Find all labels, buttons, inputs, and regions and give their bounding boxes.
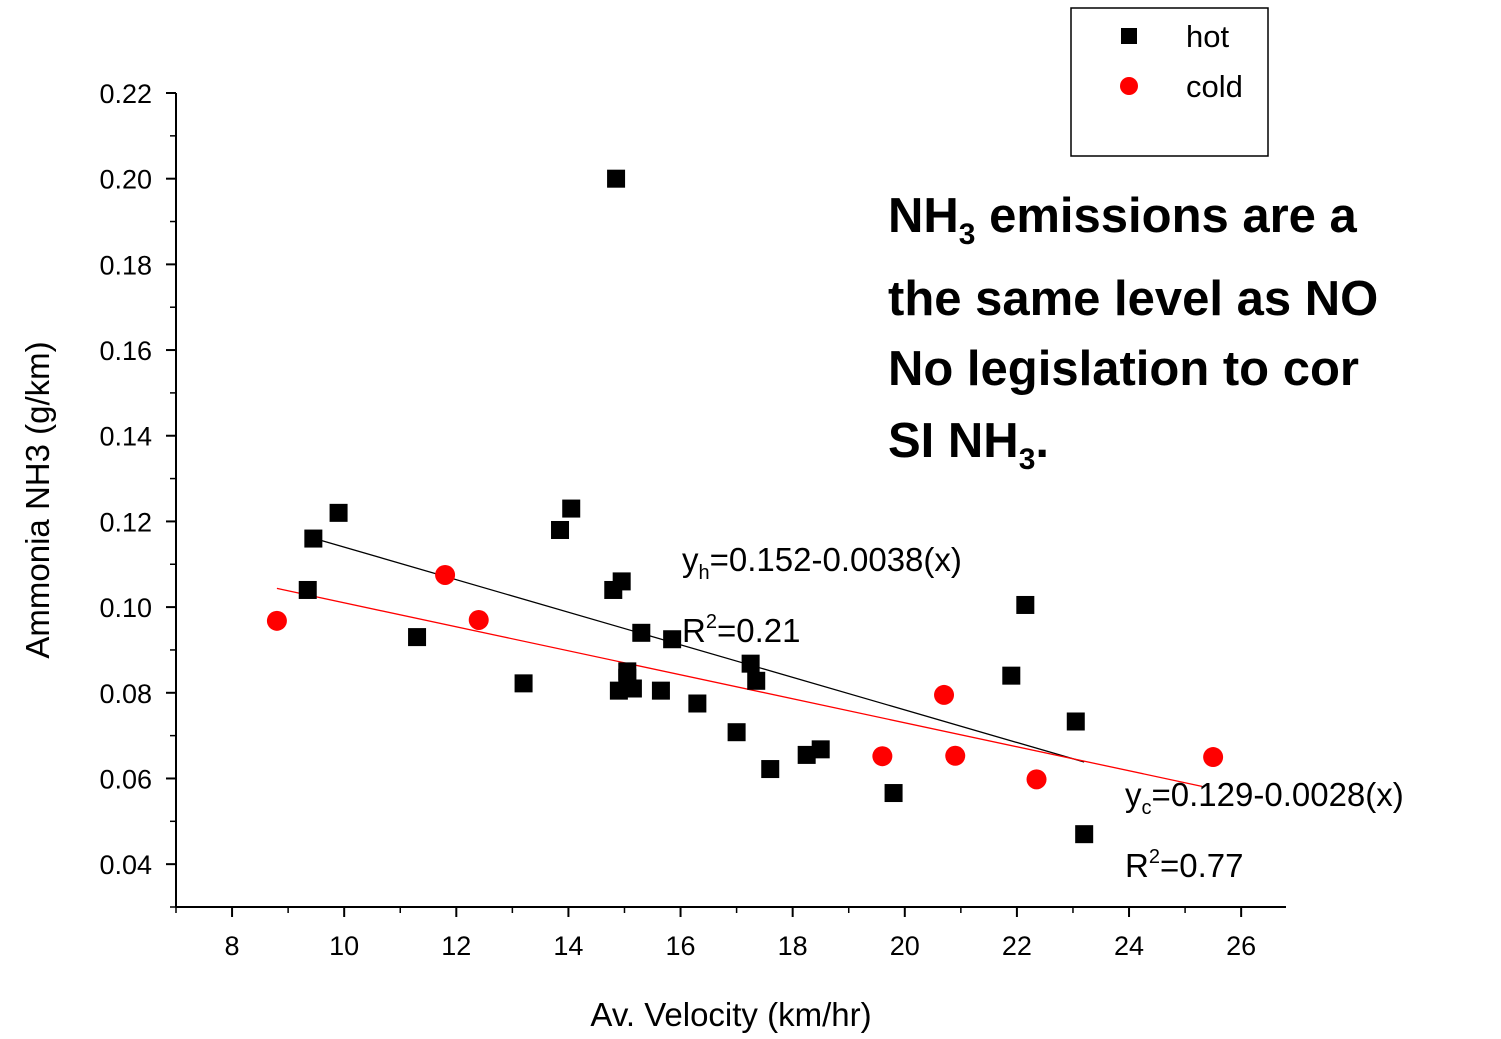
y-tick-label: 0.16 xyxy=(99,336,152,366)
hot-r2-base: R xyxy=(682,612,706,649)
hot-point xyxy=(1075,825,1094,844)
cold-eq-sub: c xyxy=(1142,797,1152,819)
hot-point xyxy=(797,745,816,764)
data-points xyxy=(266,169,1224,844)
y-tick-label: 0.10 xyxy=(99,593,152,623)
x-tick-label: 26 xyxy=(1226,931,1256,961)
cold-point xyxy=(468,609,489,630)
cold-eq-rest: =0.129-0.0028(x) xyxy=(1152,776,1404,813)
hot-point xyxy=(1002,666,1021,685)
x-tick-label: 16 xyxy=(666,931,696,961)
hot-fit-r2: R2=0.21 xyxy=(682,611,800,649)
x-tick-label: 8 xyxy=(225,931,240,961)
y-tick-label: 0.22 xyxy=(99,79,152,109)
hot-fit-equation: yh=0.152-0.0038(x) xyxy=(682,541,962,584)
legend-box xyxy=(1070,7,1269,157)
hot-eq-rest: =0.152-0.0038(x) xyxy=(710,541,962,578)
hot-point xyxy=(514,674,533,693)
hot-point xyxy=(761,760,780,779)
y-axis-title: Ammonia NH3 (g/km) xyxy=(19,341,56,658)
hot-point xyxy=(632,623,651,642)
cold-point xyxy=(945,745,966,766)
hot-point xyxy=(612,572,631,591)
hot-point xyxy=(329,503,348,522)
legend-cold-label: cold xyxy=(1186,69,1243,104)
cold-r2-sup: 2 xyxy=(1149,846,1160,868)
cold-point xyxy=(1203,747,1224,768)
cold-point xyxy=(1026,769,1047,790)
cold-r2-base: R xyxy=(1125,847,1149,884)
hot-point xyxy=(551,520,570,539)
note-line-4-b: . xyxy=(1035,414,1049,468)
hot-point xyxy=(1016,595,1035,614)
legend: hot cold xyxy=(1070,7,1269,157)
note-line-4: SI NH3. xyxy=(888,414,1049,476)
x-tick-label: 10 xyxy=(329,931,359,961)
hot-r2-sup: 2 xyxy=(706,611,717,633)
hot-eq-sub: h xyxy=(699,562,710,584)
cold-fit-r2: R2=0.77 xyxy=(1125,846,1243,884)
hot-eq-base: y xyxy=(682,541,699,578)
cold-fit-line xyxy=(276,587,1203,787)
legend-cold-marker xyxy=(1120,77,1138,95)
hot-point xyxy=(607,169,626,188)
note-line-1-a: NH xyxy=(888,189,959,243)
note-line-4-a: SI NH xyxy=(888,414,1019,468)
note-line-1-b: emissions are a xyxy=(975,189,1357,243)
hot-point xyxy=(408,628,427,647)
axis-ticks xyxy=(166,92,1243,917)
x-tick-label: 14 xyxy=(553,931,583,961)
legend-hot-marker xyxy=(1121,28,1137,44)
x-tick-label: 24 xyxy=(1114,931,1144,961)
x-tick-label: 22 xyxy=(1002,931,1032,961)
cold-point xyxy=(872,746,893,767)
cold-r2-rest: =0.77 xyxy=(1160,847,1244,884)
y-tick-label: 0.06 xyxy=(99,764,152,794)
hot-point xyxy=(663,630,682,649)
x-axis-title: Av. Velocity (km/hr) xyxy=(590,996,871,1033)
y-tick-label: 0.12 xyxy=(99,507,152,537)
cold-eq-base: y xyxy=(1125,776,1142,813)
y-tick-label: 0.14 xyxy=(99,422,152,452)
x-tick-label: 12 xyxy=(441,931,471,961)
hot-point xyxy=(304,529,323,548)
hot-r2-rest: =0.21 xyxy=(717,612,801,649)
hot-point xyxy=(741,654,760,673)
hot-point xyxy=(747,671,766,690)
y-tick-label: 0.08 xyxy=(99,679,152,709)
cold-point xyxy=(934,684,955,705)
note-line-2: the same level as NO xyxy=(888,272,1378,326)
hot-point xyxy=(623,679,642,698)
hot-point xyxy=(562,499,581,518)
hot-point xyxy=(651,681,670,700)
cold-point xyxy=(266,610,287,631)
y-tick-label: 0.04 xyxy=(99,850,152,880)
y-tick-label: 0.20 xyxy=(99,165,152,195)
x-tick-label: 20 xyxy=(890,931,920,961)
note-line-1-sub: 3 xyxy=(959,218,976,251)
hot-point xyxy=(298,580,317,599)
hot-point xyxy=(688,694,707,713)
hot-point xyxy=(1066,712,1085,731)
cold-fit-equation: yc=0.129-0.0028(x) xyxy=(1125,776,1404,819)
cold-point xyxy=(435,564,456,585)
x-tick-label: 18 xyxy=(778,931,808,961)
hot-point xyxy=(727,723,746,742)
hot-point xyxy=(811,740,830,759)
axis-tick-labels: 8 10 12 14 16 18 20 22 24 260.040.060.080.100.120… xyxy=(99,79,1256,961)
hot-point xyxy=(884,784,903,803)
y-tick-label: 0.18 xyxy=(99,250,152,280)
legend-hot-label: hot xyxy=(1186,19,1229,54)
note-line-3: No legislation to cor xyxy=(888,342,1359,396)
note-line-1: NH3 emissions are a xyxy=(888,189,1358,251)
note-line-4-sub: 3 xyxy=(1019,443,1036,476)
